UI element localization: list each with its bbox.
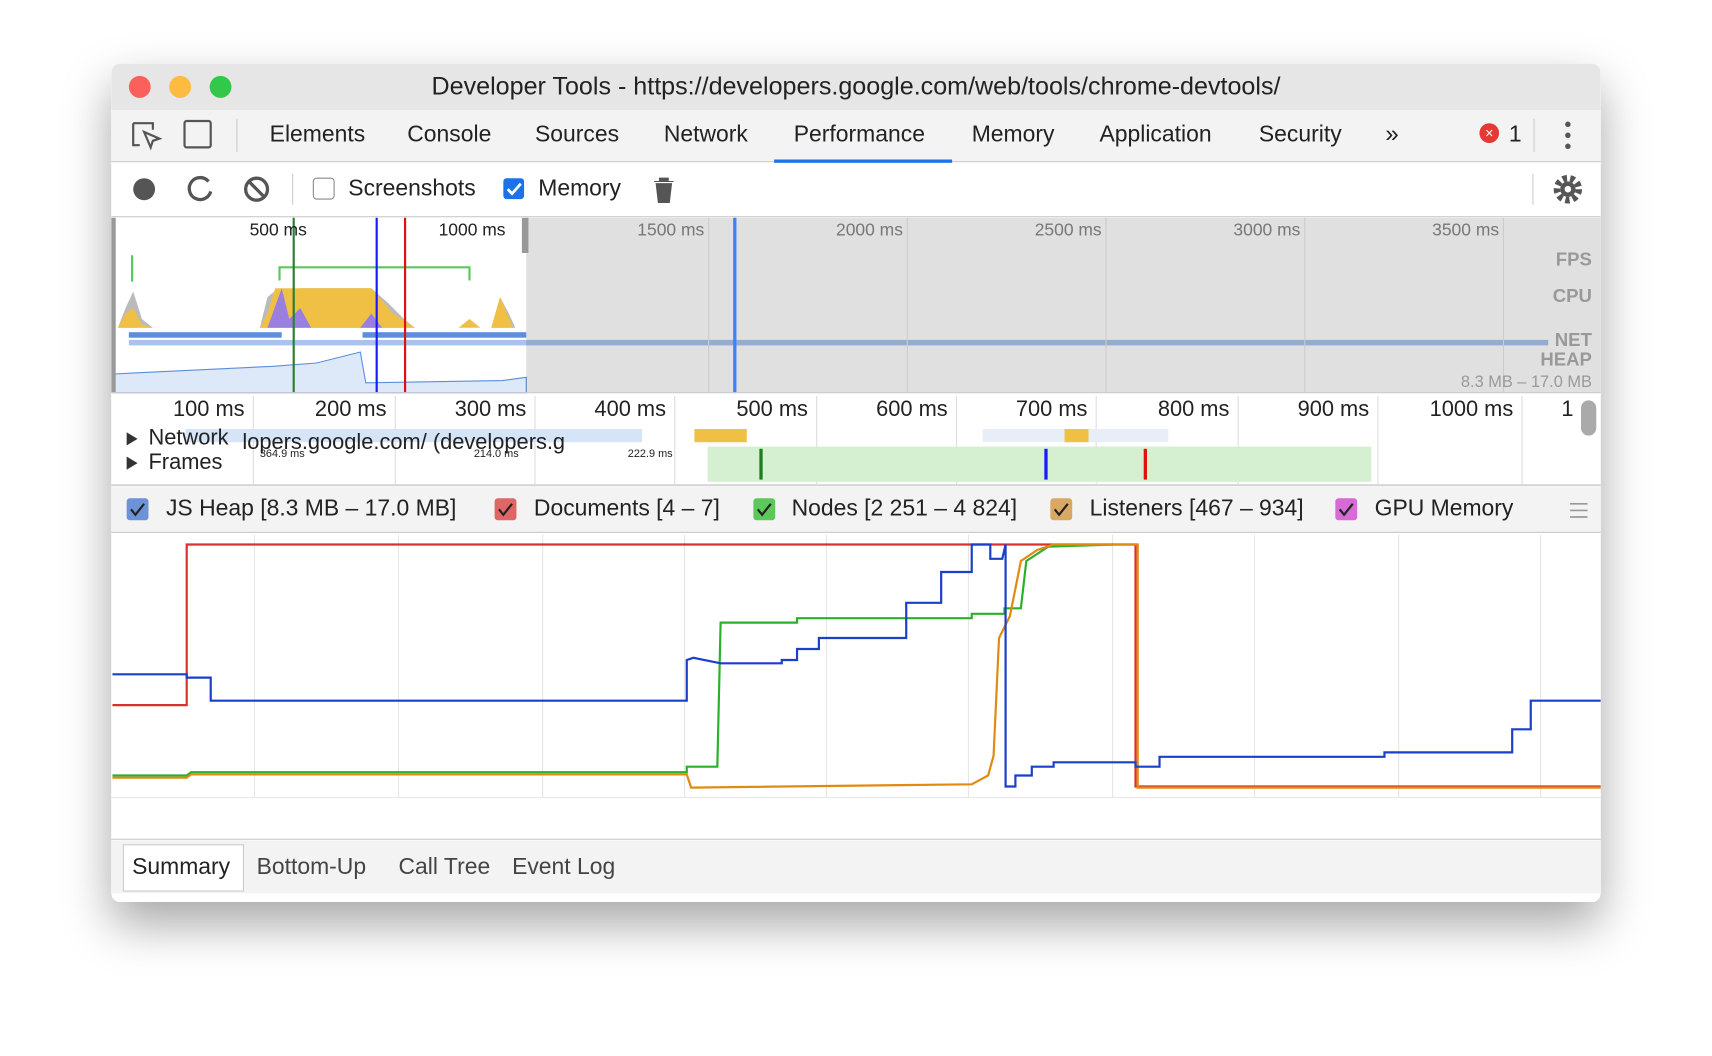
frame-time: 222.9 ms [628, 448, 673, 460]
panel-tab[interactable]: Elements [270, 120, 366, 146]
counter-checkbox[interactable] [126, 498, 149, 521]
counter-label[interactable]: GPU Memory [1375, 494, 1514, 520]
timeline-tick-label: 400 ms [594, 396, 666, 421]
overview-tick-label: 500 ms [250, 220, 307, 240]
checkmark [756, 503, 772, 517]
checkmark [1053, 503, 1069, 517]
bottom-tab[interactable]: Bottom-Up [257, 853, 367, 879]
bottom-tab[interactable]: Call Tree [399, 853, 491, 879]
timeline-tick-label: 800 ms [1158, 396, 1230, 421]
timeline-tick-label: 300 ms [455, 396, 527, 421]
checkmark [130, 503, 145, 517]
overview-lane-label: NET [1555, 329, 1593, 350]
checkmark [1338, 503, 1354, 517]
tab-bar [111, 110, 1601, 162]
error-icon [1479, 123, 1500, 143]
reload-button[interactable] [187, 175, 213, 202]
panel-tab[interactable]: Console [407, 120, 491, 146]
frames-expand[interactable] [126, 456, 138, 470]
panel-tab[interactable]: Sources [535, 120, 619, 146]
clear-button[interactable] [244, 176, 270, 202]
timeline-tick-label: 1 [1561, 396, 1573, 421]
counter-label[interactable]: JS Heap [8.3 MB – 17.0 MB] [166, 494, 456, 520]
js-heap-line [112, 543, 1601, 788]
overview-tick-label: 2000 ms [836, 220, 903, 240]
zoom-button[interactable] [209, 75, 232, 98]
counter-checkbox[interactable] [494, 498, 517, 521]
counter-checkbox[interactable] [1050, 498, 1073, 521]
panel-tab[interactable]: Network [664, 120, 749, 146]
frames-bar [707, 446, 1372, 482]
timeline-tick-label: 900 ms [1298, 396, 1370, 421]
overview-tick-label: 1500 ms [637, 220, 704, 240]
timeline-tick-label: 500 ms [736, 396, 808, 421]
bottom-tab[interactable]: Summary [132, 853, 231, 879]
settings-button[interactable] [1553, 174, 1583, 204]
memory-label[interactable]: Memory [538, 174, 621, 200]
network-request[interactable] [185, 429, 642, 443]
close-button[interactable] [128, 75, 151, 98]
menu-icon[interactable] [1565, 121, 1571, 150]
active-tab-indicator [774, 159, 953, 163]
panel-tab[interactable]: Application [1099, 120, 1211, 146]
frame-time: 364.9 ms [260, 448, 305, 460]
memory-lines [112, 543, 1601, 789]
error-count[interactable]: 1 [1509, 120, 1522, 146]
timeline-tick-label: 700 ms [1016, 396, 1088, 421]
screenshots-label[interactable]: Screenshots [348, 174, 475, 200]
network-expand[interactable] [126, 432, 138, 446]
panel-tab[interactable]: Memory [972, 120, 1055, 146]
nodes-line [112, 543, 1114, 777]
overview [111, 217, 1601, 394]
counter-label[interactable]: Documents [4 – 7] [534, 494, 720, 520]
memory-checkbox[interactable] [503, 178, 525, 200]
record-button[interactable] [133, 178, 156, 201]
listeners-line [112, 543, 1601, 789]
counter-checkbox[interactable] [753, 498, 776, 521]
device-icon[interactable] [183, 119, 212, 149]
overview-lane-label: FPS [1556, 249, 1592, 270]
error-icon-x: × [1485, 126, 1493, 142]
track-label[interactable]: Frames [148, 449, 222, 474]
more-tabs[interactable]: » [1385, 121, 1398, 148]
timeline-tick-label: 200 ms [315, 396, 387, 421]
counter-label[interactable]: Nodes [2 251 – 4 824] [792, 494, 1017, 520]
timeline-tick-label: 1000 ms [1430, 396, 1514, 421]
frame-time: 214.0 ms [474, 448, 519, 460]
checkmark [498, 503, 513, 517]
title-bar [111, 63, 1601, 110]
overview-tick-label: 2500 ms [1035, 220, 1102, 240]
selected-bottom-tab [122, 844, 245, 892]
garbage-collect-button[interactable] [654, 177, 674, 203]
track-label[interactable]: Network [148, 425, 228, 450]
window-title: Developer Tools - https://developers.goo… [432, 73, 1281, 101]
bottom-tab-bar [111, 840, 1601, 894]
counter-label[interactable]: Listeners [467 – 934] [1090, 494, 1304, 520]
panel-tab[interactable]: Performance [794, 120, 925, 146]
overview-tick-label: 1000 ms [439, 220, 506, 240]
heap-range: 8.3 MB – 17.0 MB [1461, 373, 1592, 391]
scrollbar[interactable] [1580, 400, 1597, 436]
inspect-icon[interactable] [132, 122, 163, 151]
drag-handle[interactable] [1570, 502, 1588, 518]
window [111, 63, 1601, 903]
overview-tick-label: 3500 ms [1432, 220, 1499, 240]
overview-tick-label: 3000 ms [1233, 220, 1300, 240]
overview-lane-label: HEAP [1540, 349, 1592, 370]
overview-lane-label: CPU [1553, 285, 1592, 306]
network-request-label: lopers.google.com/ (developers.g [242, 429, 565, 454]
minimize-button[interactable] [169, 75, 192, 98]
counter-checkbox[interactable] [1335, 498, 1358, 521]
panel-tab[interactable]: Security [1259, 120, 1342, 146]
bottom-tab[interactable]: Event Log [512, 853, 615, 879]
timeline-tick-label: 100 ms [173, 396, 245, 421]
timeline-tick-label: 600 ms [876, 396, 948, 421]
screenshots-checkbox[interactable] [312, 177, 335, 200]
memory-grid [111, 534, 1601, 799]
